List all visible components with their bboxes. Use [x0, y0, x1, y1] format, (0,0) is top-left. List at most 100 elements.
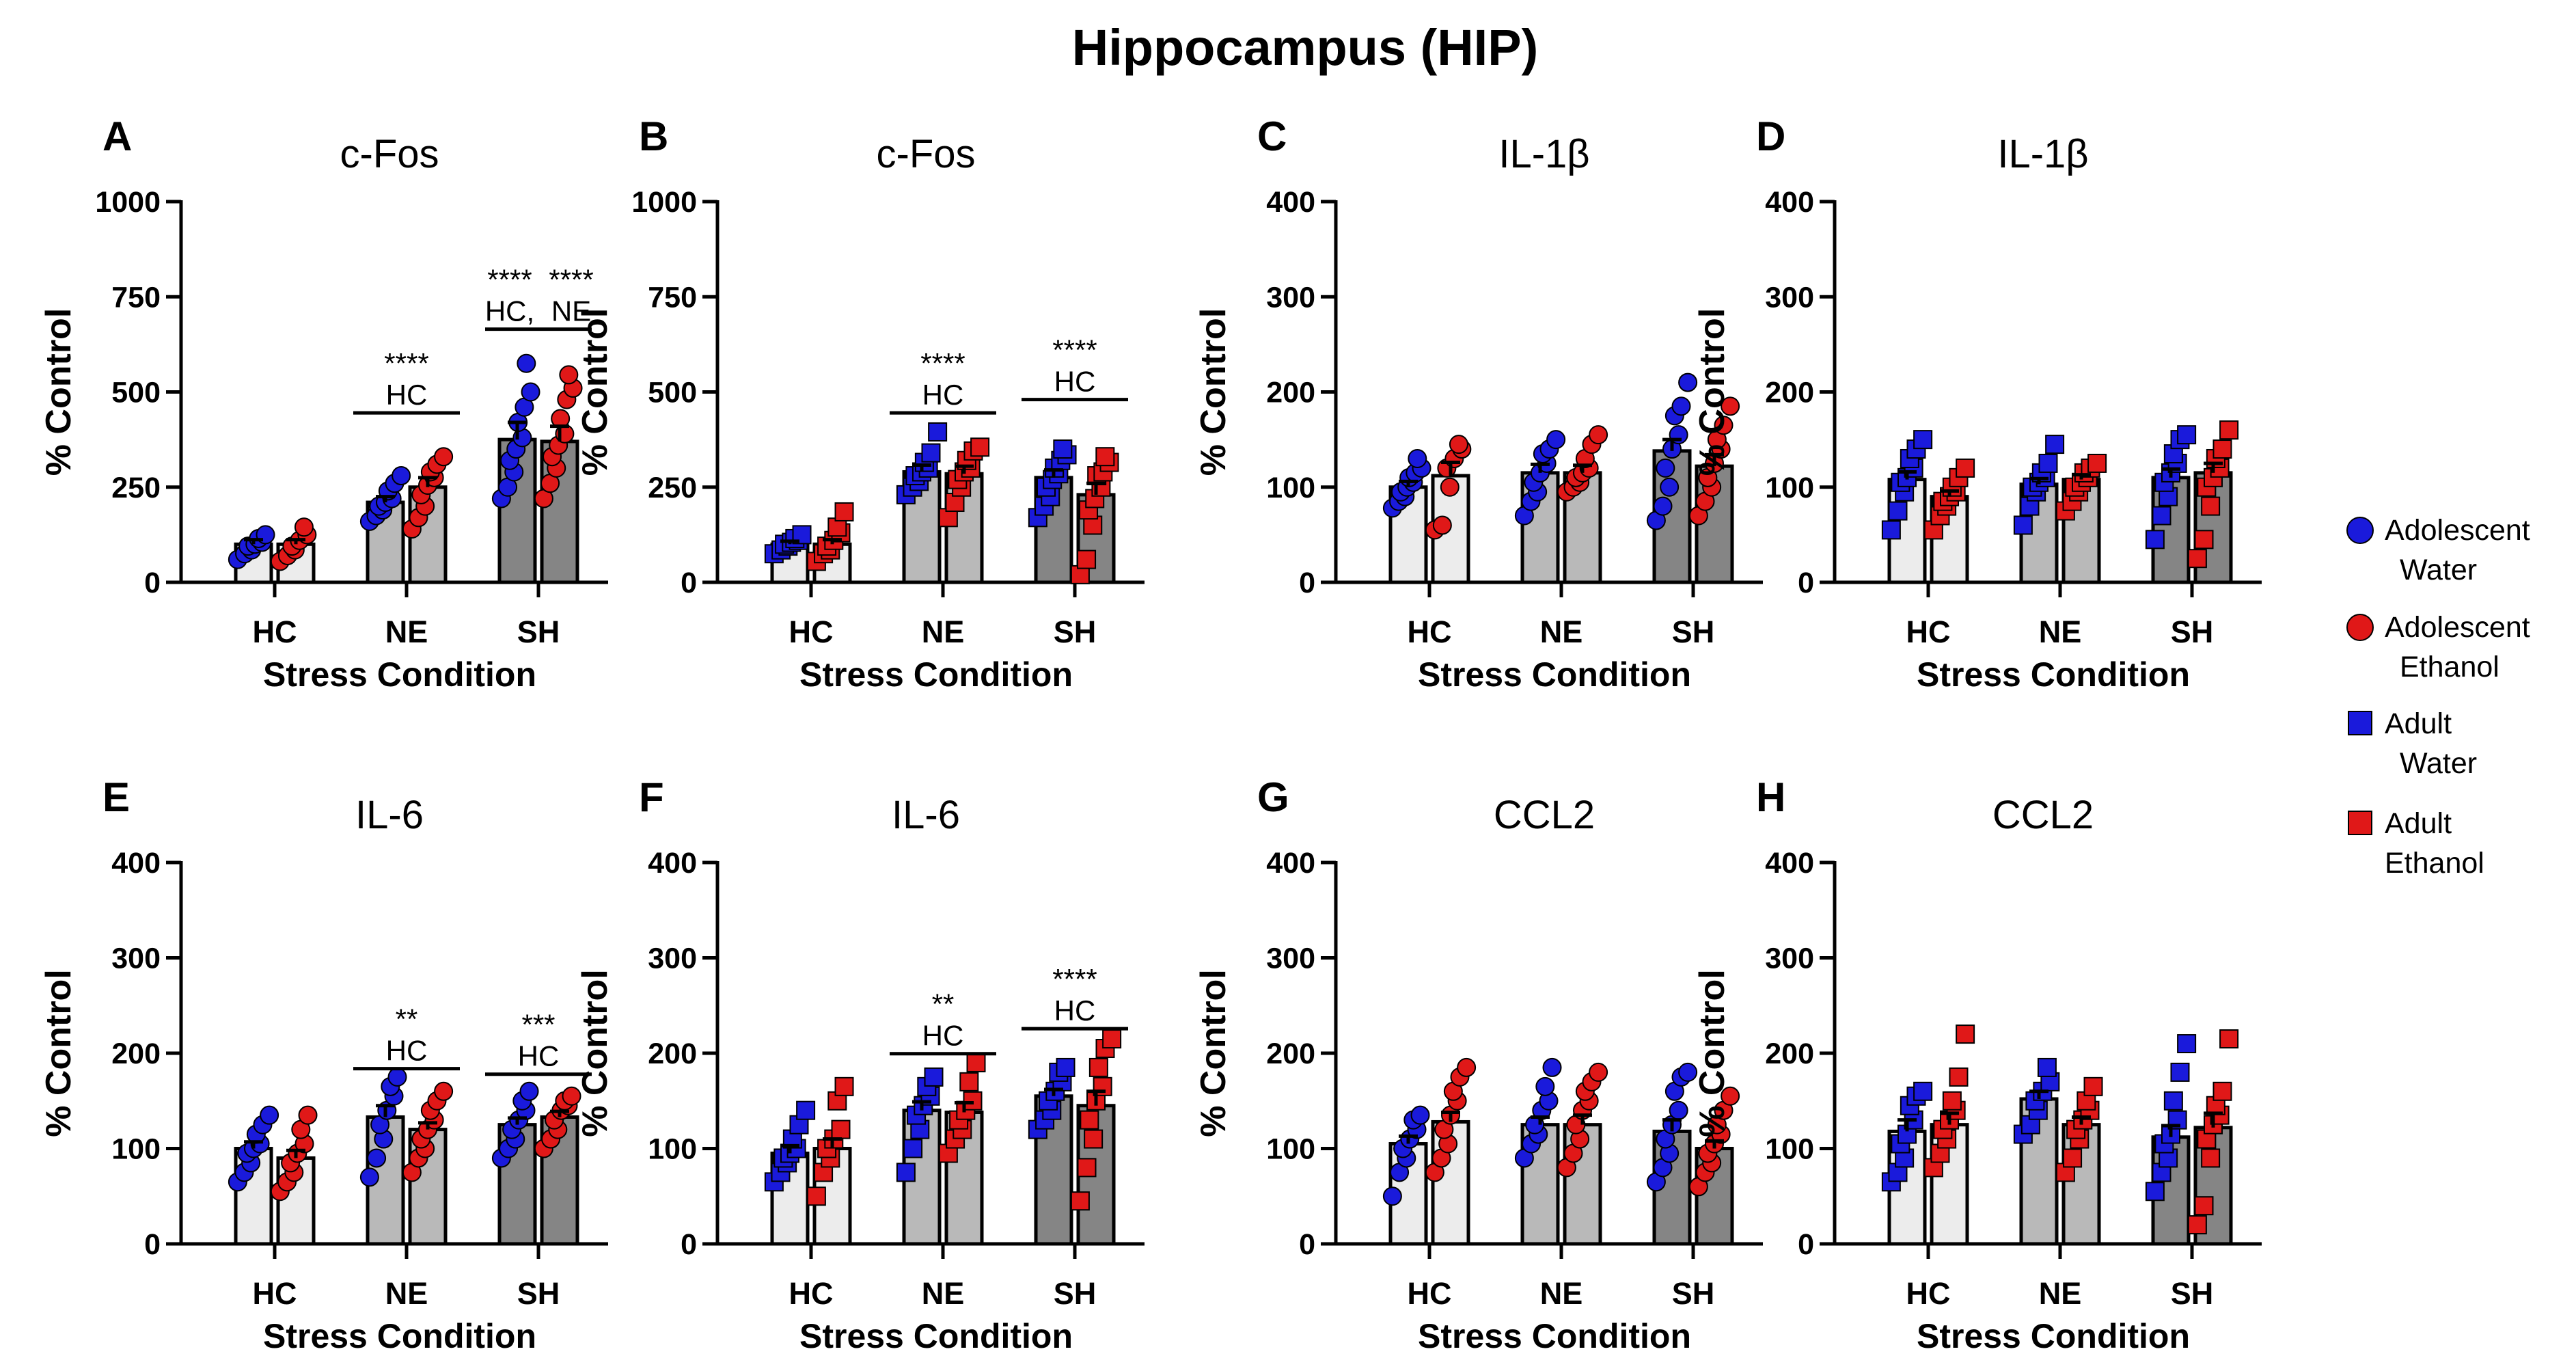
x-axis-label: Stress Condition: [799, 655, 1073, 694]
legend-item-adult-water: Adult Water: [2348, 707, 2477, 780]
data-point: [1053, 439, 1073, 459]
data-point: [2152, 506, 2171, 526]
data-point: [1080, 1110, 1099, 1130]
data-point: [1542, 1057, 1562, 1077]
data-point: [796, 1100, 816, 1120]
data-point: [519, 1081, 539, 1101]
panel-letter: E: [102, 774, 130, 820]
x-axis-label: Stress Condition: [1917, 1317, 2190, 1355]
data-point: [1589, 1062, 1608, 1082]
data-point: [298, 1105, 318, 1125]
y-tick-label: 200: [1266, 377, 1315, 409]
y-tick-label: 0: [681, 567, 697, 599]
data-point: [260, 1105, 279, 1125]
y-tick-label: 250: [648, 472, 697, 504]
y-tick-label: 400: [111, 847, 161, 880]
data-point: [1656, 458, 1675, 478]
y-axis-label: % Control: [1693, 308, 1732, 476]
data-point: [970, 437, 990, 457]
data-point: [2187, 549, 2207, 569]
panel-letter: D: [1756, 113, 1785, 159]
y-tick-label: 200: [111, 1037, 161, 1070]
y-tick-label: 400: [1765, 186, 1814, 219]
x-tick-label: NE: [2039, 1276, 2082, 1311]
significance-stars: ****: [920, 347, 965, 379]
y-tick-label: 300: [1266, 942, 1315, 975]
data-point: [1410, 1105, 1430, 1125]
data-point: [806, 1186, 826, 1206]
panel-letter: G: [1257, 774, 1289, 820]
data-point: [2201, 496, 2221, 516]
y-tick-label: 100: [1765, 1133, 1814, 1166]
data-point: [387, 1067, 407, 1087]
y-tick-label: 0: [144, 1228, 161, 1261]
data-point: [392, 466, 411, 486]
legend-label-line2: Ethanol: [2385, 847, 2484, 880]
significance-stars: ***: [521, 1009, 555, 1041]
data-point: [294, 517, 314, 537]
x-tick-label: HC: [253, 614, 297, 649]
legend-label-line2: Ethanol: [2400, 651, 2499, 683]
y-tick-label: 0: [1798, 1228, 1814, 1261]
legend-marker-circle-blue: [2346, 517, 2374, 544]
data-point: [1913, 430, 1933, 450]
data-point: [1382, 1186, 1402, 1206]
data-point: [2219, 1029, 2239, 1049]
data-point: [1913, 1081, 1933, 1101]
data-point: [2194, 1196, 2214, 1216]
data-point: [966, 1053, 986, 1072]
data-point: [1070, 1191, 1090, 1211]
significance-stars: ****: [1052, 963, 1097, 995]
data-point: [1888, 501, 1908, 521]
data-point: [1660, 477, 1680, 497]
y-tick-label: 100: [1266, 472, 1315, 504]
x-tick-label: SH: [1054, 1276, 1097, 1311]
y-tick-label: 100: [648, 1133, 697, 1166]
legend-marker-square-red: [2348, 811, 2372, 835]
significance-stars: ****: [487, 264, 532, 296]
x-tick-label: SH: [1672, 1276, 1715, 1311]
y-tick-label: 750: [648, 281, 697, 314]
legend-item-adolescent-water: Adolescent Water: [2346, 514, 2530, 586]
data-point: [2212, 1081, 2232, 1101]
y-tick-label: 0: [1299, 1228, 1315, 1261]
significance-label: HC: [386, 1035, 428, 1067]
data-point: [2063, 1148, 2083, 1168]
significance-label: HC,: [485, 295, 534, 327]
data-point: [921, 443, 941, 463]
data-point: [2083, 1076, 2103, 1096]
figure-title: Hippocampus (HIP): [1072, 19, 1538, 76]
y-tick-label: 100: [1266, 1133, 1315, 1166]
data-point: [1678, 372, 1698, 392]
data-point: [2145, 1182, 2165, 1202]
data-point: [1589, 425, 1608, 445]
data-point: [831, 1119, 851, 1139]
x-axis-label: Stress Condition: [1418, 655, 1691, 694]
significance-label: HC: [1054, 366, 1096, 398]
data-point: [2187, 1215, 2207, 1235]
legend-item-adolescent-ethanol: Adolescent Ethanol: [2346, 611, 2530, 683]
x-tick-label: NE: [922, 614, 965, 649]
y-tick-label: 300: [648, 942, 697, 975]
x-axis-label: Stress Condition: [263, 1317, 536, 1355]
data-point: [2194, 530, 2214, 549]
data-point: [1669, 1100, 1688, 1120]
x-axis-label: Stress Condition: [1418, 1317, 1691, 1355]
data-point: [1077, 549, 1097, 569]
y-tick-label: 500: [111, 377, 161, 409]
panel-d: D IL-1β 0 100 200 300 400 % Control HC NE SH Stress…: [1693, 113, 2262, 694]
data-point: [1535, 1076, 1555, 1096]
y-tick-label: 500: [648, 377, 697, 409]
x-tick-label: HC: [1408, 614, 1452, 649]
panel-title: c-Fos: [877, 132, 976, 176]
y-tick-label: 750: [111, 281, 161, 314]
y-tick-label: 0: [1798, 567, 1814, 599]
data-point: [359, 1167, 379, 1187]
data-point: [1956, 458, 1975, 478]
panel-letter: F: [639, 774, 664, 820]
x-tick-label: HC: [789, 1276, 834, 1311]
data-point: [1095, 447, 1115, 467]
y-tick-label: 1000: [631, 186, 697, 219]
y-tick-label: 400: [648, 847, 697, 880]
